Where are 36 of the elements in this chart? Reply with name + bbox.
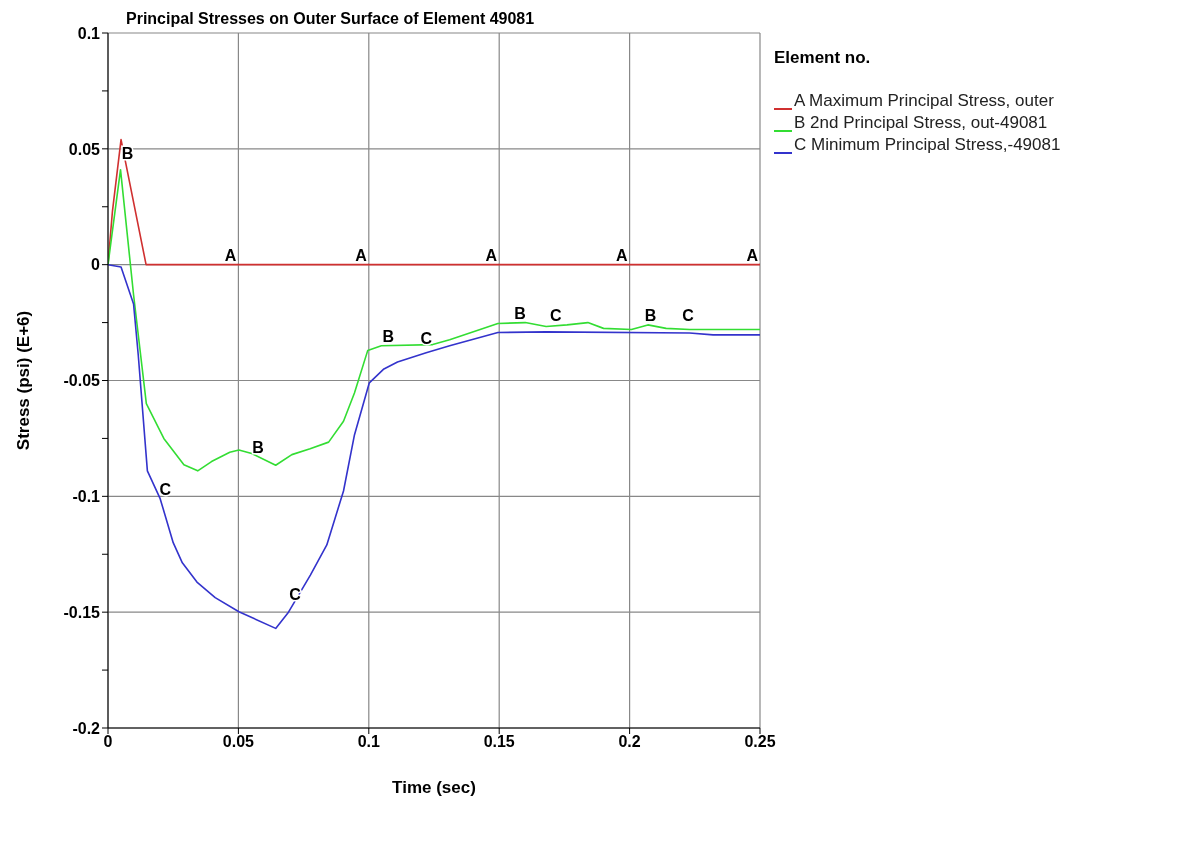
y-tick-label: 0.05 — [68, 140, 101, 158]
annotation: A — [224, 246, 237, 264]
annotation: A — [615, 246, 628, 264]
legend-label: A Maximum Principal Stress, outer — [794, 90, 1054, 112]
y-tick-label: 0 — [91, 256, 101, 274]
x-axis-title: Time (sec) — [392, 778, 476, 797]
annotation: A — [485, 246, 498, 264]
line-series — [108, 263, 760, 630]
annotation: B — [382, 327, 395, 345]
x-tick-label: 0.1 — [357, 733, 381, 751]
line-series — [108, 168, 760, 472]
annotation: B — [514, 304, 526, 322]
annotation: B — [252, 438, 264, 456]
x-tick-label: 0.15 — [483, 733, 515, 751]
legend-title: Element no. — [774, 48, 872, 68]
y-axis-title: Stress (psi) (E+6) — [14, 310, 34, 451]
legend-label: B 2nd Principal Stress, out-49081 — [794, 112, 1048, 134]
chart-title: Principal Stresses on Outer Surface of Element 49081 — [126, 10, 535, 28]
annotation: C — [682, 306, 695, 324]
y-tick-label: -0.1 — [72, 488, 101, 506]
y-tick-label: -0.2 — [72, 719, 101, 737]
annotation: A — [746, 246, 759, 264]
y-tick-label: -0.05 — [63, 372, 101, 390]
x-tick-label: 0.2 — [618, 733, 641, 751]
x-tick-label: 0.25 — [744, 733, 776, 751]
annotation: C — [420, 330, 433, 348]
y-tick-label: -0.15 — [63, 603, 101, 621]
x-tick-label: 0 — [103, 733, 113, 751]
y-tick-label: 0.1 — [77, 24, 101, 42]
legend-label: C Minimum Principal Stress,-49081 — [794, 134, 1061, 156]
annotation: A — [355, 246, 368, 264]
annotation: C — [159, 480, 172, 498]
x-tick-label: 0.05 — [222, 733, 255, 751]
annotation: C — [550, 306, 563, 324]
annotation: C — [289, 586, 302, 604]
annotation: B — [644, 306, 657, 324]
